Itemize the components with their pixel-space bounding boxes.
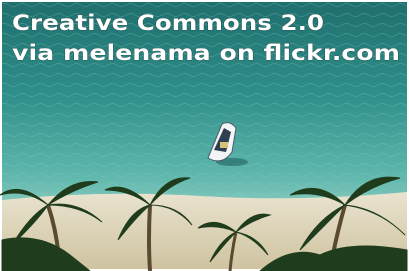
photo: Creative Commons 2.0 via melenama on fli…: [0, 0, 409, 271]
page: Creative Commons 2.0 via melenama on fli…: [0, 0, 409, 271]
caption-line: Creative Commons 2.0: [12, 11, 324, 35]
caption-line: via melenama on flickr.com: [12, 41, 400, 65]
